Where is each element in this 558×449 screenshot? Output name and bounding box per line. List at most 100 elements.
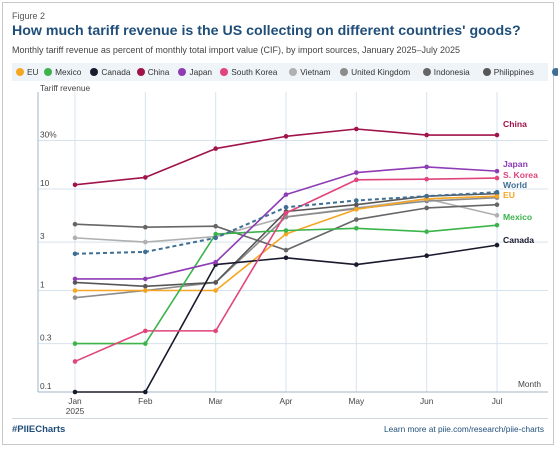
data-point-canada: [72, 389, 78, 395]
y-tick-label: 30%: [40, 130, 57, 140]
legend-item-philippines: Philippines: [482, 63, 534, 81]
data-point-indonesia: [283, 247, 289, 253]
data-point-china: [424, 132, 429, 138]
hashtag-link[interactable]: #PIIECharts: [12, 424, 66, 435]
legend-swatch: [482, 68, 491, 76]
chart-legend: EU Mexico Canada China Japan South Korea Vietn…: [12, 63, 558, 81]
legend-label: China: [147, 67, 170, 77]
legend-item-south-korea: South Korea: [220, 63, 277, 81]
data-point-south-korea: [143, 328, 148, 334]
data-point-eu: [213, 288, 218, 293]
legend-label: South Korea: [231, 67, 278, 77]
data-point-world: [354, 198, 359, 203]
x-tick-label: Jun: [420, 396, 434, 406]
data-point-indonesia: [72, 221, 78, 227]
data-point-south-korea: [424, 176, 429, 182]
data-point-world: [424, 193, 429, 199]
footer-divider: [12, 418, 548, 419]
data-point-china: [283, 134, 289, 139]
legend-label: United Kingdom: [351, 67, 411, 77]
legend-swatch: [220, 68, 229, 76]
legend-item-canada: Canada: [90, 63, 130, 81]
y-tick-label: 0.3: [40, 333, 52, 343]
data-point-world: [213, 235, 218, 241]
data-point-eu: [354, 207, 359, 212]
data-point-mexico: [72, 341, 78, 346]
data-point-philippines: [143, 283, 148, 289]
legend-item-vietnam: Vietnam: [289, 63, 331, 81]
data-point-philippines: [72, 280, 78, 285]
series-label-eu: EU: [503, 190, 515, 200]
data-point-china: [494, 132, 500, 138]
series-label-south-korea: S. Korea: [503, 170, 538, 180]
legend-swatch: [551, 68, 558, 76]
data-point-japan: [354, 170, 359, 175]
series-label-japan: Japan: [503, 159, 528, 169]
data-point-japan: [72, 276, 78, 282]
data-point-china: [72, 182, 78, 188]
data-point-philippines: [354, 202, 359, 208]
legend-swatch: [340, 68, 349, 76]
series-label-china: China: [503, 119, 527, 129]
data-point-vietnam: [143, 239, 148, 245]
legend-item-mexico: Mexico: [44, 63, 81, 81]
data-point-japan: [494, 168, 500, 174]
legend-swatch: [136, 68, 145, 76]
legend-item-eu: EU: [16, 63, 39, 81]
data-point-indonesia: [213, 223, 218, 229]
data-point-world: [494, 189, 500, 195]
legend-swatch: [422, 68, 431, 76]
data-point-canada: [143, 389, 148, 395]
data-point-canada: [354, 262, 359, 267]
series-label-world: World: [503, 180, 527, 190]
y-tick-label: 10: [40, 178, 50, 188]
data-point-world: [143, 249, 148, 255]
data-point-canada: [283, 255, 289, 261]
legend-swatch: [44, 68, 53, 76]
data-point-china: [354, 126, 359, 132]
x-tick-label: Jan: [68, 396, 82, 406]
data-point-united-kingdom: [72, 295, 78, 300]
data-point-indonesia: [354, 217, 359, 222]
series-label-mexico: Mexico: [503, 212, 532, 222]
data-point-philippines: [213, 280, 218, 285]
data-point-indonesia: [143, 224, 148, 230]
x-axis-label: Month: [518, 379, 541, 389]
data-point-china: [143, 175, 148, 180]
data-point-south-korea: [213, 328, 218, 334]
chart-subtitle: Monthly tariff revenue as percent of mon…: [12, 45, 461, 55]
legend-swatch: [178, 68, 187, 76]
data-point-world: [283, 205, 289, 210]
data-point-eu: [143, 288, 148, 293]
legend-item-japan: Japan: [178, 63, 212, 81]
data-point-eu: [494, 193, 500, 199]
y-tick-label: 1: [40, 279, 45, 289]
legend-item-indonesia: Indonesia: [422, 63, 470, 81]
x-tick-label: Jul: [492, 396, 503, 406]
legend-swatch: [90, 68, 99, 76]
data-point-south-korea: [72, 359, 78, 364]
x-tick-label: Mar: [209, 396, 224, 406]
legend-label: Indonesia: [433, 67, 470, 77]
legend-label: Vietnam: [300, 67, 331, 77]
data-point-world: [72, 251, 78, 257]
x-tick-label: May: [348, 396, 365, 406]
learn-more-link[interactable]: Learn more at piie.com/research/piie-cha…: [383, 424, 544, 434]
legend-item-china: China: [136, 63, 170, 81]
legend-label: Japan: [189, 67, 213, 77]
data-point-eu: [72, 288, 78, 293]
data-point-indonesia: [424, 205, 429, 211]
legend-label: EU: [27, 67, 39, 77]
x-tick-label: 2025: [66, 406, 85, 416]
data-point-japan: [283, 192, 289, 197]
data-point-south-korea: [354, 177, 359, 183]
data-point-japan: [213, 259, 218, 265]
data-point-canada: [424, 253, 429, 259]
figure-label: Figure 2: [12, 11, 46, 21]
legend-swatch: [16, 68, 24, 76]
data-point-mexico: [424, 229, 429, 234]
data-point-south-korea: [283, 210, 289, 216]
data-point-mexico: [213, 231, 218, 237]
data-point-south-korea: [494, 175, 500, 181]
